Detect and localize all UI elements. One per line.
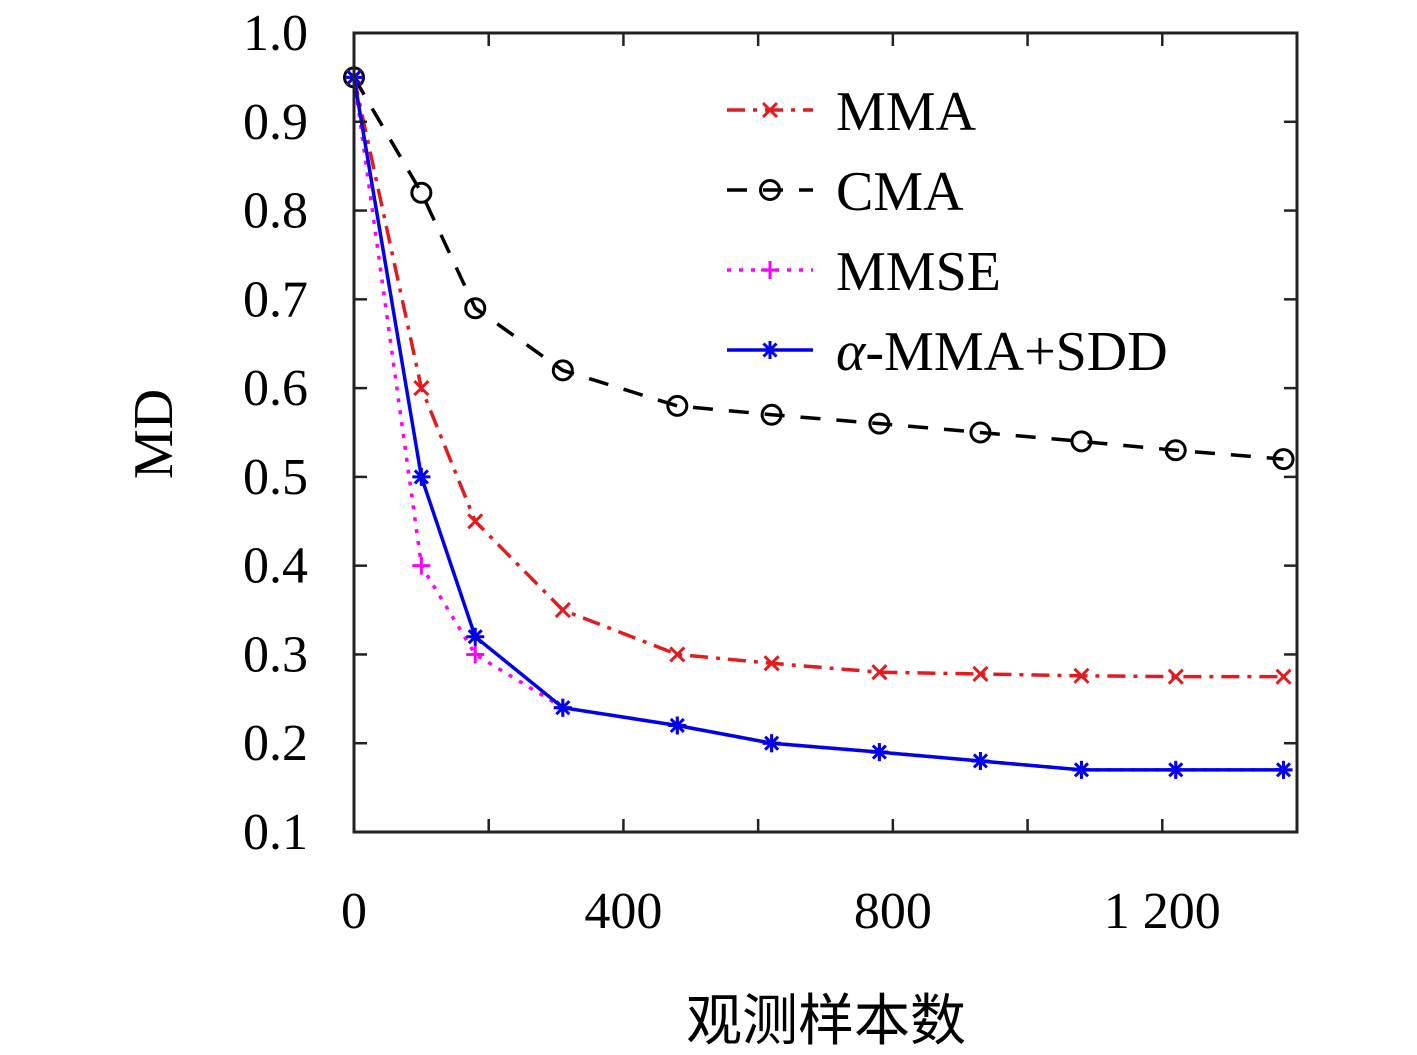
series-0-point-2 xyxy=(467,513,484,530)
x-tick-label-1: 400 xyxy=(584,883,662,940)
legend-marker-1 xyxy=(759,179,781,201)
series-line-1 xyxy=(352,76,1284,461)
legend: MMA CMA MMSE α-MMA+SDD xyxy=(727,81,1168,383)
series-3-point-4 xyxy=(668,716,687,735)
y-tick-label-4: 0.5 xyxy=(243,449,308,506)
series-1 xyxy=(343,66,1295,471)
plot-area xyxy=(354,33,1297,832)
series-1-point-5 xyxy=(760,403,783,426)
series-1-point-1 xyxy=(410,181,433,204)
plot-frame xyxy=(352,31,1299,834)
plot-layer xyxy=(354,33,1297,832)
series-0-point-6 xyxy=(871,664,888,681)
series-1-point-7 xyxy=(969,421,992,444)
x-axis-title: 观测样本数 xyxy=(686,991,966,1050)
series-0-point-10 xyxy=(1275,668,1292,685)
legend-label-2: MMSE xyxy=(836,241,1001,303)
legend-marker-3 xyxy=(761,341,779,359)
legend-item-0: MMA xyxy=(727,81,977,143)
series-0-point-9 xyxy=(1167,668,1184,685)
x-tick-label-3: 1 200 xyxy=(1104,883,1221,940)
y-tick-label-6: 0.7 xyxy=(243,271,308,328)
series-0-point-1 xyxy=(413,380,430,397)
series-3-point-1 xyxy=(412,467,431,486)
y-tick-label-7: 0.8 xyxy=(243,183,308,240)
series-0-point-8 xyxy=(1073,667,1090,684)
series-3-point-5 xyxy=(762,734,781,753)
y-tick-label-5: 0.6 xyxy=(243,360,308,417)
series-1-point-8 xyxy=(1070,430,1093,453)
series-3-point-9 xyxy=(1166,760,1185,779)
legend-label-1: CMA xyxy=(836,161,964,223)
series-0-point-3 xyxy=(554,601,571,619)
tick-layer: 0 400 800 1 200 0.1 0.2 0.3 0.4 0.5 0.6 0.7 0.8 0.9 1… xyxy=(243,5,1297,940)
legend-label-0: MMA xyxy=(836,81,977,143)
y-tick-label-1: 0.2 xyxy=(243,715,308,772)
legend-label-3: α-MMA+SDD xyxy=(836,321,1168,383)
legend-marker-0 xyxy=(761,101,779,119)
x-tick-label-0: 0 xyxy=(341,883,367,940)
series-3-point-8 xyxy=(1072,760,1091,779)
legend-item-3: α-MMA+SDD xyxy=(727,321,1168,383)
series-1-point-10 xyxy=(1272,448,1295,471)
series-3-point-3 xyxy=(553,698,572,717)
series-1-point-6 xyxy=(868,412,891,435)
series-0-point-5 xyxy=(763,655,780,672)
y-tick-label-2: 0.3 xyxy=(243,626,308,683)
series-2-point-2 xyxy=(466,645,485,664)
series-0-point-7 xyxy=(972,665,989,683)
x-tick-label-2: 800 xyxy=(854,883,932,940)
series-3-point-10 xyxy=(1274,760,1293,779)
series-1-point-4 xyxy=(666,394,689,417)
series-3-point-6 xyxy=(870,743,889,762)
y-tick-label-3: 0.4 xyxy=(243,538,308,595)
y-tick-label-9: 1.0 xyxy=(243,5,308,62)
legend-item-1: CMA xyxy=(727,161,964,223)
series-1-point-3 xyxy=(551,359,574,382)
y-tick-label-8: 0.9 xyxy=(243,94,308,151)
series-layer xyxy=(343,66,1295,779)
series-3-point-2 xyxy=(466,627,485,646)
series-1-point-2 xyxy=(464,297,487,320)
y-axis-title: MD xyxy=(123,389,185,479)
series-0-point-4 xyxy=(669,646,686,663)
y-tick-label-0: 0.1 xyxy=(243,804,308,861)
series-1-point-9 xyxy=(1164,439,1187,462)
frame-layer xyxy=(352,31,1299,834)
legend-item-2: MMSE xyxy=(727,241,1001,303)
series-3-point-7 xyxy=(971,751,990,770)
legend-marker-2 xyxy=(761,261,779,279)
series-2-point-1 xyxy=(412,556,431,575)
